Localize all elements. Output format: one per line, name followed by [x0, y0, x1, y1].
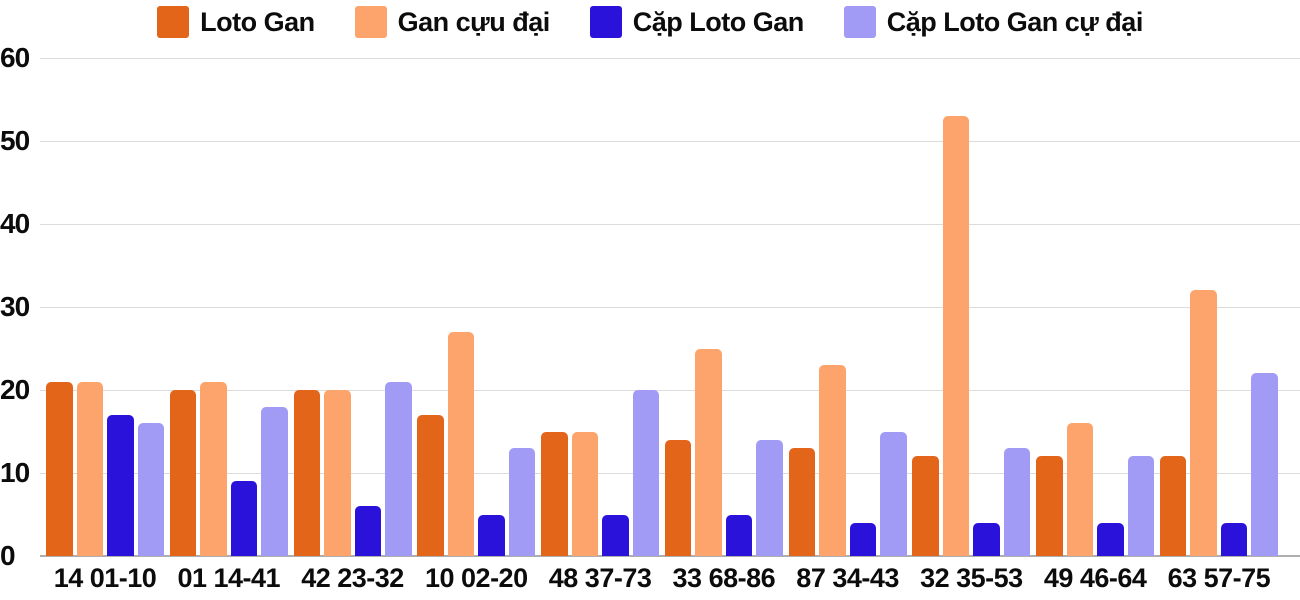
x-axis-category-label: 32 35-53 [920, 562, 1023, 593]
legend-swatch-icon [354, 6, 387, 38]
gridline [40, 307, 1300, 308]
x-axis-line [40, 555, 1300, 557]
bar-group: 14 01-10 [46, 58, 164, 600]
bar-group: 10 02-20 [417, 58, 536, 600]
bar[interactable] [788, 448, 816, 556]
bar[interactable] [1097, 522, 1124, 556]
bar-group-bars [169, 58, 288, 556]
bar-group: 49 46-64 [1036, 58, 1155, 600]
bar[interactable] [76, 381, 103, 556]
gridline [40, 141, 1300, 142]
legend-swatch-icon [843, 6, 876, 38]
chart-legend: Loto Gan Gan cựu đại Cặp Loto Gan Cặp Loto … [0, 6, 1300, 38]
bar[interactable] [46, 381, 73, 556]
bar-group-bars [912, 58, 1031, 556]
legend-swatch-icon [157, 6, 190, 38]
bar[interactable] [293, 390, 321, 556]
bar-group: 32 35-53 [912, 58, 1031, 600]
gridline [40, 58, 1300, 59]
plot-area: 14 01-10 01 14-41 42 23-32 10 02-20 48 37-73… [40, 58, 1300, 600]
bar-group: 42 23-32 [293, 58, 412, 600]
bar-group-bars [1159, 58, 1278, 556]
bar[interactable] [1220, 522, 1248, 556]
x-axis-category-label: 10 02-20 [425, 562, 528, 593]
bar-group: 63 57-75 [1159, 58, 1278, 600]
bar[interactable] [1251, 373, 1278, 556]
gridline [40, 224, 1300, 225]
bar[interactable] [880, 431, 907, 556]
bar[interactable] [200, 381, 227, 556]
gridline [40, 390, 1300, 391]
legend-item[interactable]: Cặp Loto Gan cự đại [843, 6, 1144, 38]
bar[interactable] [541, 431, 568, 556]
bar[interactable] [1066, 423, 1094, 556]
bar-group-bars [417, 58, 536, 556]
y-axis-tick-label: 30 [0, 291, 30, 322]
bar[interactable] [354, 506, 382, 556]
x-axis-category-label: 49 46-64 [1043, 562, 1147, 593]
bar[interactable] [1159, 456, 1187, 556]
bar[interactable] [1127, 456, 1155, 556]
legend-swatch-icon [589, 6, 622, 38]
x-axis-category-label: 01 14-41 [177, 562, 281, 593]
bar[interactable] [602, 514, 629, 556]
bar[interactable] [1003, 448, 1031, 556]
legend-item[interactable]: Loto Gan [157, 6, 315, 38]
bar[interactable] [478, 514, 505, 556]
y-axis-tick-label: 60 [0, 42, 30, 73]
bar[interactable] [1190, 290, 1217, 556]
y-axis-tick-label: 10 [0, 457, 30, 488]
bar[interactable] [571, 431, 599, 556]
bar[interactable] [849, 522, 877, 556]
bar[interactable] [261, 406, 288, 556]
legend-label: Gan cựu đại [397, 6, 551, 37]
bar[interactable] [230, 481, 258, 556]
bar[interactable] [107, 414, 134, 556]
bar[interactable] [819, 365, 846, 556]
bar[interactable] [942, 116, 970, 556]
bar[interactable] [1036, 456, 1063, 556]
y-axis-tick-label: 40 [0, 208, 30, 239]
legend-label: Cặp Loto Gan [632, 6, 805, 37]
bar-group-bars [1036, 58, 1155, 556]
bar[interactable] [447, 331, 475, 556]
legend-item[interactable]: Cặp Loto Gan [589, 6, 805, 38]
bar-group: 48 37-73 [541, 58, 660, 600]
bar[interactable] [137, 423, 164, 556]
bar-group: 87 34-43 [788, 58, 907, 600]
x-axis-category-label: 63 57-75 [1167, 562, 1271, 593]
legend-label: Cặp Loto Gan cự đại [886, 6, 1144, 37]
bar[interactable] [725, 514, 753, 556]
x-axis-category-label: 33 68-86 [672, 562, 776, 593]
bar[interactable] [756, 439, 783, 556]
bar-group-bars [541, 58, 660, 556]
legend-item[interactable]: Gan cựu đại [354, 6, 551, 38]
bar-group-bars [46, 58, 164, 556]
x-axis-category-label: 42 23-32 [301, 562, 404, 593]
x-axis-category-label: 48 37-73 [548, 562, 652, 593]
bar-group-bars [293, 58, 412, 556]
bar-group-bars [788, 58, 907, 556]
bar[interactable] [508, 448, 536, 556]
y-axis-tick-label: 50 [0, 125, 30, 156]
x-axis-category-label: 14 01-10 [53, 562, 157, 593]
bar[interactable] [324, 390, 351, 556]
bar[interactable] [664, 439, 692, 556]
bar-group: 01 14-41 [169, 58, 288, 600]
y-axis-tick-label: 0 [0, 540, 16, 571]
y-axis-tick-label: 20 [0, 374, 30, 405]
bar[interactable] [973, 522, 1000, 556]
bar[interactable] [632, 390, 660, 556]
bar-group-bars [664, 58, 783, 556]
bar[interactable] [912, 456, 939, 556]
legend-label: Loto Gan [200, 6, 315, 37]
bar[interactable] [169, 390, 197, 556]
bar[interactable] [385, 381, 412, 556]
bar-group: 33 68-86 [664, 58, 783, 600]
bar[interactable] [695, 348, 722, 556]
bar[interactable] [417, 414, 444, 556]
x-axis-category-label: 87 34-43 [796, 562, 899, 593]
